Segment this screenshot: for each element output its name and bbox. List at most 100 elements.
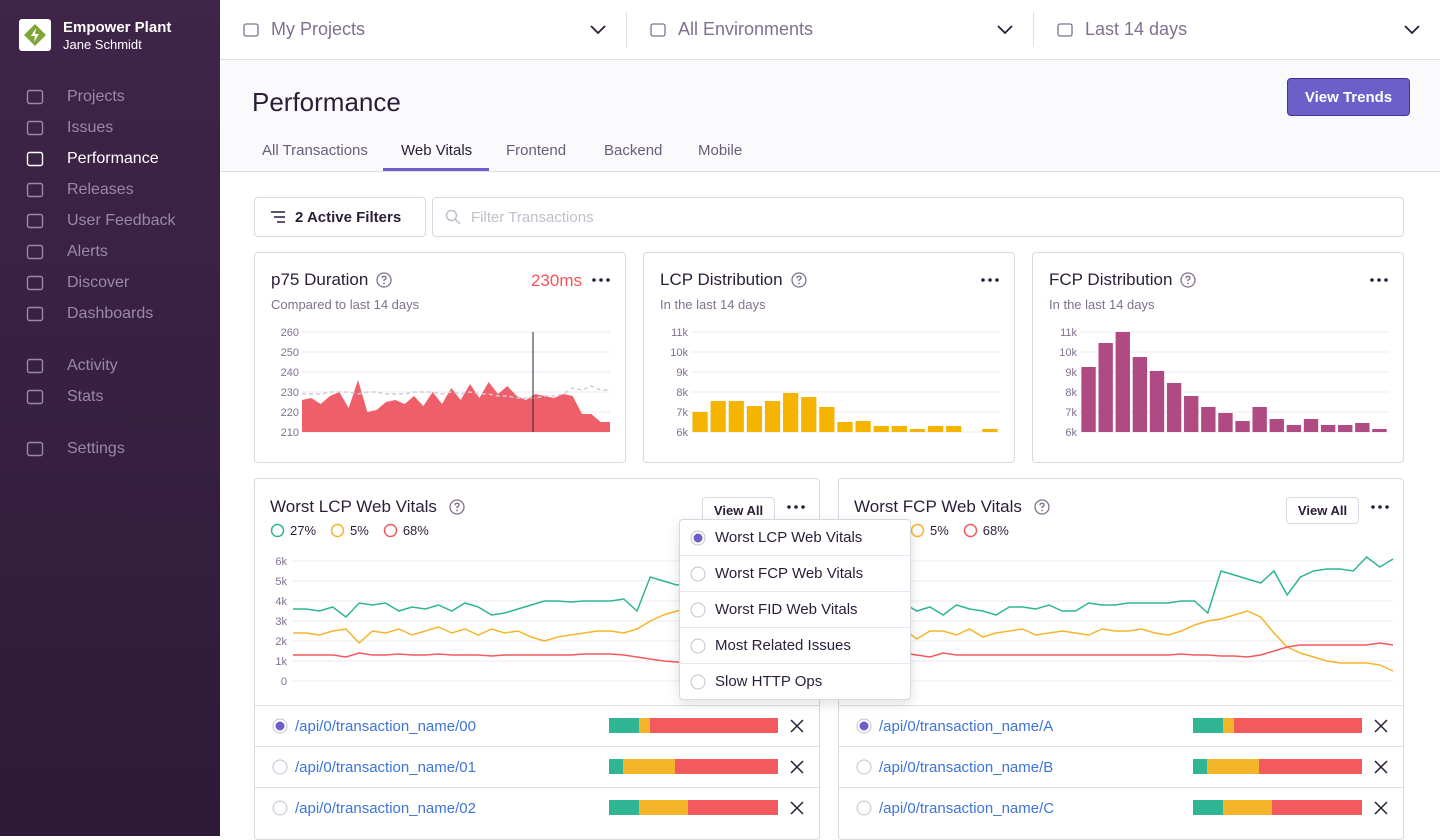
remove-button[interactable] [1374,719,1388,733]
tab[interactable]: Frontend [506,142,567,159]
transaction-row[interactable]: /api/0/transaction_name/C [839,787,1403,829]
bar [819,407,835,432]
selector-icon[interactable] [1057,22,1073,38]
nav-item[interactable]: Issues [67,119,114,136]
nav-icon[interactable] [26,181,44,199]
radio[interactable] [690,638,706,654]
nav-icon[interactable] [26,243,44,261]
filter-button[interactable]: 2 Active Filters [254,197,426,237]
nav-icon[interactable] [26,440,44,458]
radio[interactable] [856,759,872,775]
vitals-segment [639,800,689,815]
menu-option[interactable]: Worst FID Web Vitals [680,591,910,627]
nav-icon[interactable] [26,388,44,406]
help-glyph [795,275,802,282]
transaction-link[interactable]: /api/0/transaction_name/01 [295,759,476,776]
radio-selected[interactable] [272,718,288,734]
selector-icon[interactable] [650,22,666,38]
radio[interactable] [272,800,288,816]
transaction-row[interactable]: /api/0/transaction_name/B [839,746,1403,788]
nav-icon[interactable] [26,305,44,323]
nav-item[interactable]: Activity [67,357,118,374]
nav-item[interactable]: Dashboards [67,305,154,322]
radio[interactable] [690,602,706,618]
area [302,380,610,432]
nav-item[interactable]: Settings [67,440,125,457]
remove-button[interactable] [1374,760,1388,774]
transaction-row[interactable]: /api/0/transaction_name/01 [255,746,819,788]
radio[interactable] [272,759,288,775]
widget-header: LCP Distribution [660,270,807,290]
nav-icon[interactable] [26,212,44,230]
chevron[interactable] [590,25,606,35]
nav-icon[interactable] [26,119,44,137]
more-menu[interactable] [980,277,1000,283]
nav-icon[interactable] [26,274,44,292]
org-logo[interactable] [19,19,51,51]
more-menu[interactable] [1370,504,1390,510]
transaction-row[interactable]: /api/0/transaction_name/A [839,705,1403,747]
remove-button[interactable] [790,760,804,774]
transaction-link[interactable]: /api/0/transaction_name/B [879,759,1054,776]
nav-item[interactable]: Stats [67,388,104,405]
nav-item[interactable]: User Feedback [67,212,176,229]
more-menu[interactable] [786,504,806,510]
remove-button[interactable] [1374,801,1388,815]
nav-icon-shape [26,306,44,322]
help-icon[interactable] [376,272,392,288]
more-menu[interactable] [591,277,611,283]
nav-item[interactable]: Performance [67,150,159,167]
radio[interactable] [690,566,706,582]
help-icon[interactable] [449,499,465,515]
legend-icon-shape [910,523,925,538]
remove-button[interactable] [790,801,804,815]
radio[interactable] [856,800,872,816]
nav-item[interactable]: Discover [67,274,130,291]
more-menu[interactable] [1369,277,1389,283]
nav-item[interactable]: Alerts [67,243,108,260]
legend-item: 68% [383,523,429,538]
nav-icon[interactable] [26,150,44,168]
view-all-button[interactable]: View All [1286,497,1359,524]
radio-selected[interactable] [856,718,872,734]
radio-selected[interactable] [690,530,706,546]
tab[interactable]: Mobile [698,142,743,159]
selector-label[interactable]: Last 14 days [1085,19,1188,39]
help-icon[interactable] [1180,272,1197,288]
help-icon[interactable] [1034,499,1050,515]
menu-option[interactable]: Slow HTTP Ops [680,663,910,699]
transaction-link[interactable]: /api/0/transaction_name/A [879,718,1054,735]
chevron[interactable] [997,25,1013,35]
legend-icon [270,523,285,538]
nav-item[interactable]: Releases [67,181,134,198]
transaction-row[interactable]: /api/0/transaction_name/00 [255,705,819,747]
view-trends-button[interactable]: View Trends [1287,78,1410,116]
tab[interactable]: Backend [604,142,663,159]
chevron[interactable] [1404,25,1420,35]
menu-option[interactable]: Worst LCP Web Vitals [680,520,910,555]
transaction-row[interactable]: /api/0/transaction_name/02 [255,787,819,829]
transaction-link[interactable]: /api/0/transaction_name/02 [295,800,476,817]
help-icon[interactable] [790,272,807,288]
selector-icon[interactable] [243,22,259,38]
bar [1303,419,1319,432]
widget-value: 230ms [530,271,582,290]
tab[interactable]: All Transactions [262,142,368,159]
search-input[interactable]: Filter Transactions [432,197,1404,237]
menu-option[interactable]: Most Related Issues [680,627,910,663]
bar [1286,425,1302,432]
nav-icon[interactable] [26,88,44,106]
transaction-link[interactable]: /api/0/transaction_name/00 [295,718,476,735]
tab[interactable]: Web Vitals [401,142,473,159]
nav-item[interactable]: Projects [67,88,125,105]
remove-button[interactable] [790,719,804,733]
panel-title: Worst LCP Web Vitals [270,497,437,516]
x-glyph [790,719,804,733]
selector-label[interactable]: My Projects [271,19,366,39]
menu-option[interactable]: Worst FCP Web Vitals [680,555,910,591]
nav-icon[interactable] [26,357,44,375]
bar [1355,423,1370,432]
radio[interactable] [690,674,706,690]
selector-label[interactable]: All Environments [678,19,814,39]
transaction-link[interactable]: /api/0/transaction_name/C [879,800,1055,817]
